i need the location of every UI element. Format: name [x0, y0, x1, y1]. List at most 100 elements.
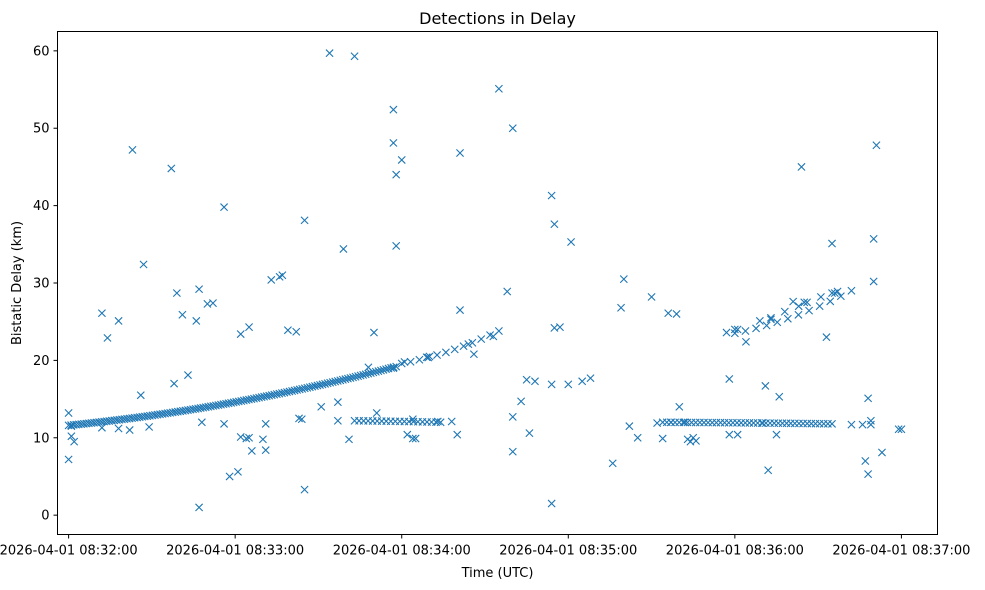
data-point-marker — [525, 429, 534, 438]
data-point-marker — [897, 425, 906, 434]
data-point-marker — [136, 391, 145, 400]
data-point-marker — [680, 418, 689, 427]
data-point-marker — [326, 378, 335, 387]
data-point-marker — [233, 467, 242, 476]
data-point-marker — [114, 316, 123, 325]
data-point-marker — [494, 84, 503, 93]
data-point-marker — [550, 220, 559, 229]
data-point-marker — [295, 385, 304, 394]
data-point-marker — [828, 419, 836, 428]
data-point-marker — [170, 379, 179, 388]
data-point-marker — [208, 299, 217, 308]
data-point-marker — [261, 446, 270, 455]
data-point-marker — [436, 418, 445, 427]
data-point-marker — [331, 377, 340, 386]
data-point-marker — [783, 314, 792, 323]
data-point-marker — [764, 466, 773, 475]
data-point-marker — [313, 381, 322, 390]
data-point-marker — [167, 164, 176, 173]
data-point-marker — [333, 398, 342, 407]
data-point-marker — [288, 387, 297, 395]
data-point-marker — [828, 289, 836, 298]
data-point-marker — [441, 348, 450, 357]
data-point-marker — [97, 309, 106, 318]
data-point-marker — [220, 203, 229, 212]
data-point-marker — [308, 382, 317, 391]
data-point-marker — [379, 365, 388, 374]
data-point-marker — [356, 371, 365, 380]
data-point-marker — [503, 287, 512, 296]
data-point-marker — [333, 376, 342, 385]
data-point-marker — [800, 298, 809, 307]
data-point-marker — [285, 387, 294, 396]
data-point-marker — [403, 430, 412, 439]
data-point-marker — [752, 324, 761, 333]
data-point-marker — [70, 437, 79, 446]
data-point-marker — [872, 141, 881, 150]
data-point-marker — [858, 420, 867, 429]
data-point-marker — [339, 244, 348, 253]
data-point-marker — [547, 380, 556, 389]
data-point-marker — [300, 216, 309, 225]
x-axis-title: Time (UTC) — [461, 566, 534, 581]
data-point-marker — [297, 415, 306, 424]
data-point-marker — [794, 302, 803, 311]
data-point-marker — [547, 499, 556, 508]
data-point-marker — [494, 326, 503, 335]
data-point-marker — [433, 417, 442, 426]
data-point-marker — [833, 287, 842, 296]
data-point-marker — [508, 447, 517, 456]
data-point-marker — [372, 409, 381, 417]
data-point-marker — [433, 351, 442, 360]
data-point-marker — [864, 394, 873, 403]
data-point-marker — [145, 422, 154, 431]
data-point-marker — [374, 367, 383, 376]
data-point-marker — [617, 303, 626, 312]
data-point-marker — [794, 310, 803, 319]
data-point-marker — [406, 357, 415, 366]
data-point-marker — [397, 155, 406, 164]
data-point-marker — [183, 371, 192, 380]
data-point-marker — [508, 412, 517, 421]
data-point-marker — [139, 260, 148, 269]
data-point-marker — [293, 385, 302, 394]
data-point-marker — [766, 315, 775, 324]
data-point-marker — [815, 302, 824, 311]
data-point-marker — [722, 328, 731, 337]
y-tick-label: 50 — [33, 122, 50, 137]
data-point-marker — [805, 306, 814, 315]
data-point-marker — [64, 455, 73, 464]
data-point-marker — [733, 325, 742, 334]
data-point-marker — [803, 298, 812, 307]
data-point-marker — [456, 306, 465, 315]
y-tick-label: 0 — [41, 509, 49, 524]
data-point-marker — [468, 338, 477, 347]
data-point-marker — [578, 377, 587, 386]
data-point-marker — [619, 275, 628, 284]
data-point-marker — [725, 430, 734, 439]
data-point-marker — [450, 345, 459, 354]
data-point-marker — [517, 397, 526, 406]
data-point-marker — [847, 420, 856, 429]
data-point-marker — [780, 307, 789, 316]
data-point-marker — [351, 372, 360, 381]
data-point-marker — [384, 364, 393, 373]
data-point-marker — [225, 472, 234, 481]
data-point-marker — [245, 433, 254, 442]
data-point-marker — [349, 373, 357, 382]
data-point-marker — [730, 325, 739, 334]
data-point-marker — [318, 380, 327, 389]
data-point-marker — [866, 420, 875, 429]
data-point-marker — [408, 415, 417, 424]
data-point-marker — [775, 392, 784, 401]
y-axis: 0 10 20 30 40 50 60 — [33, 44, 58, 524]
data-point-marker — [245, 323, 254, 332]
data-point-marker — [564, 380, 573, 389]
x-tick-label: 2026-04-01 08:36:00 — [666, 544, 804, 559]
data-point-marker — [366, 369, 375, 378]
data-point-marker — [295, 414, 304, 423]
data-point-marker — [178, 310, 187, 319]
data-point-marker — [411, 434, 420, 443]
x-axis: 2026-04-01 08:32:00 2026-04-01 08:33:00 20… — [0, 534, 970, 559]
